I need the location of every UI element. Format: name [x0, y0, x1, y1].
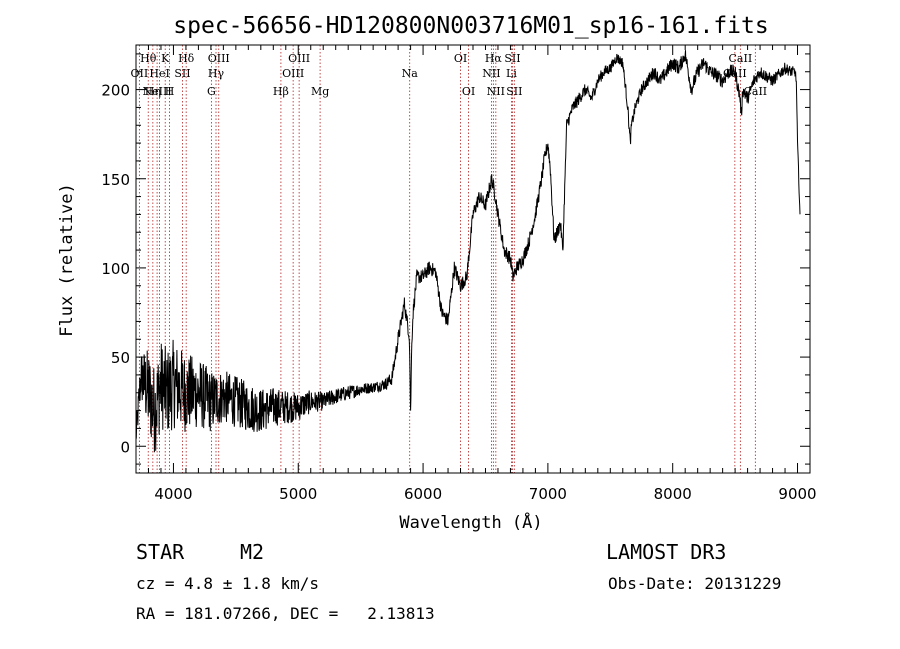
emission-line-label: H — [165, 85, 175, 98]
survey-name: LAMOST DR3 — [606, 540, 727, 564]
object-type: STAR — [136, 540, 185, 564]
x-tick-label: 8000 — [654, 485, 692, 503]
emission-line-label: NeIII — [143, 85, 172, 98]
coordinates: RA = 181.07266, DEC = 2.13813 — [136, 604, 435, 623]
emission-line-label: CaII — [729, 52, 753, 65]
y-tick-label: 50 — [111, 349, 130, 367]
emission-line-label: SII — [174, 67, 190, 80]
x-tick-label: 7000 — [529, 485, 567, 503]
emission-line-label: OIII — [288, 52, 310, 65]
object-subclass: M2 — [240, 540, 265, 564]
emission-line-label: Hδ — [178, 52, 195, 65]
x-tick-label: 9000 — [778, 485, 816, 503]
emission-line-label: Li — [506, 67, 517, 80]
x-axis-ticks: 4000 5000 6000 7000 8000 9000 — [135, 45, 817, 503]
spectrum-line — [135, 50, 801, 453]
observation-date: Obs-Date: 20131229 — [608, 574, 782, 593]
emission-line-label: NII — [487, 85, 505, 98]
emission-line-label: Hθ — [140, 52, 157, 65]
emission-line-label: K — [161, 52, 170, 65]
emission-line-label: Hα — [485, 52, 503, 65]
emission-line-label: Hη — [145, 85, 161, 98]
emission-line-label: OIII — [282, 67, 304, 80]
emission-line-label: OI — [462, 85, 475, 98]
y-tick-label: 150 — [101, 171, 130, 189]
y-tick-label: 0 — [120, 438, 130, 456]
plot-frame — [135, 44, 811, 474]
emission-line-label: SII — [504, 52, 520, 65]
x-axis-label: Wavelength (Å) — [399, 511, 542, 533]
emission-line-label: Na — [402, 67, 419, 80]
y-tick-label: 200 — [101, 82, 130, 100]
emission-line-label: OIII — [208, 52, 230, 65]
emission-line-label: HeI — [149, 67, 169, 80]
emission-line-label: Hγ — [208, 67, 225, 80]
emission-line-label: OII — [131, 67, 149, 80]
emission-line-label: SII — [506, 85, 522, 98]
emission-line-label: G — [207, 85, 216, 98]
emission-line-label: Hβ — [273, 85, 289, 98]
y-axis-ticks: 0 50 100 150 200 — [101, 53, 810, 465]
emission-line-label: OI — [454, 52, 467, 65]
emission-line-label: NII — [482, 67, 500, 80]
x-tick-label: 6000 — [404, 485, 442, 503]
y-axis-label: Flux (relative) — [57, 183, 77, 337]
x-tick-label: 4000 — [154, 485, 192, 503]
y-tick-label: 100 — [101, 260, 130, 278]
x-tick-label: 5000 — [279, 485, 317, 503]
chart-title: spec-56656-HD120800N003716M01_sp16-161.f… — [173, 13, 768, 39]
emission-line-label: Mg — [311, 85, 329, 98]
redshift-cz: cz = 4.8 ± 1.8 km/s — [136, 574, 320, 593]
